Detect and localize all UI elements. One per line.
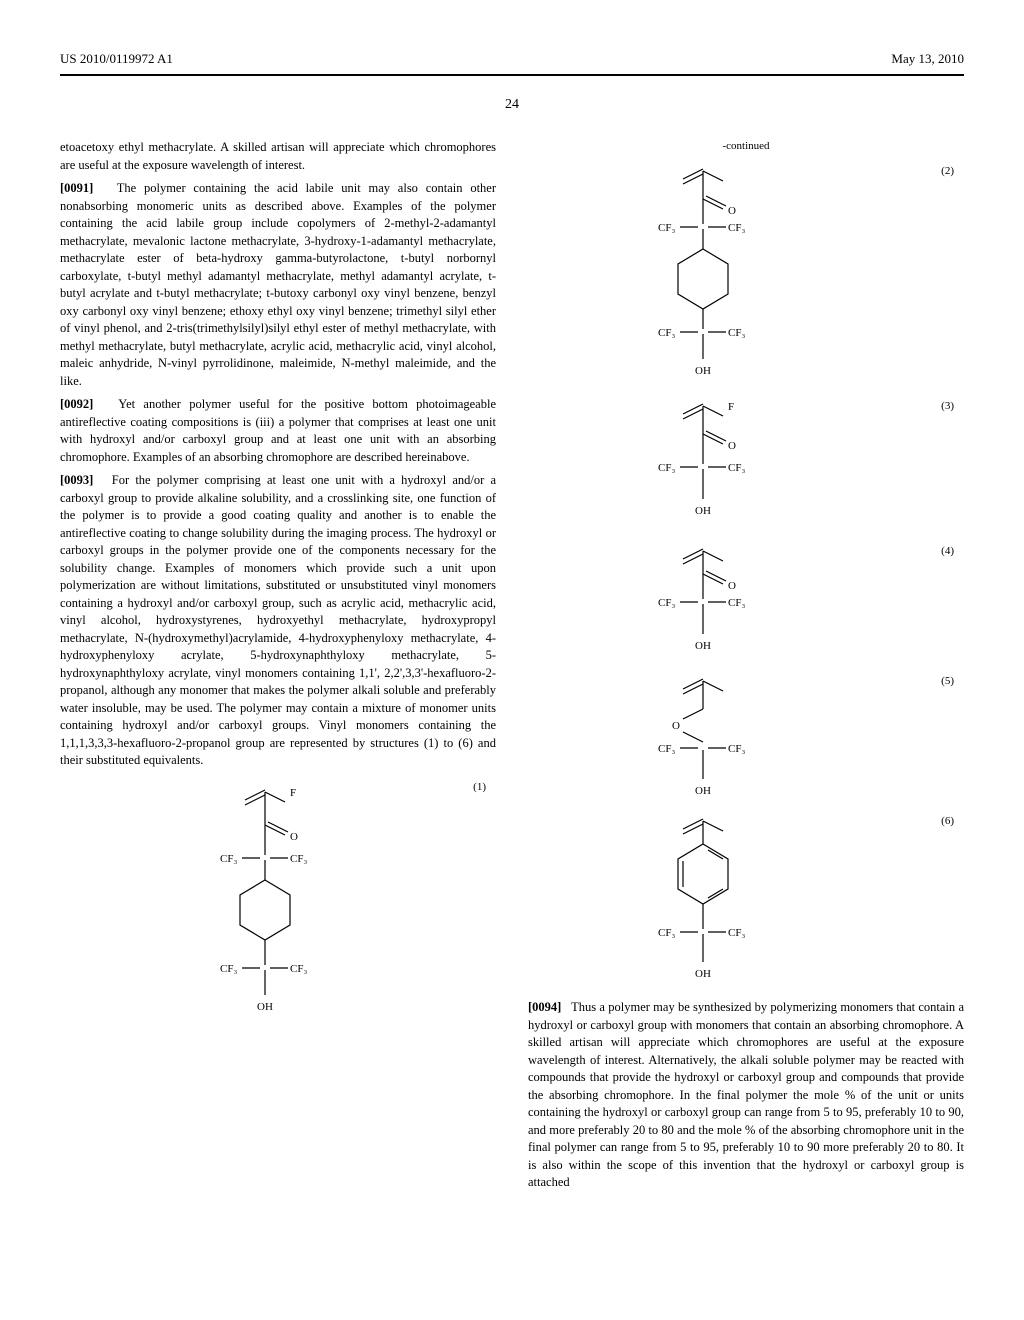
svg-text:CF₃: CF₃ (728, 927, 745, 939)
svg-text:CF₃: CF₃ (658, 743, 675, 755)
svg-text:CF₃: CF₃ (728, 597, 745, 609)
page-number: 24 (60, 96, 964, 115)
continued-label: -continued (528, 139, 964, 154)
para-num-0094: [0094] (528, 1000, 561, 1014)
paragraph-0091: [0091] The polymer containing the acid l… (60, 180, 496, 390)
para-text-0094: Thus a polymer may be synthesized by pol… (528, 1000, 964, 1189)
svg-text:CF₃: CF₃ (728, 327, 745, 339)
svg-text:CF₃: CF₃ (728, 222, 745, 234)
para-num-0091: [0091] (60, 181, 93, 195)
svg-text:CF₃: CF₃ (728, 462, 745, 474)
chem-svg-1: F O CF₃ CF₃ CF₃ (60, 780, 500, 1040)
para-num-0093: [0093] (60, 473, 93, 487)
chem-svg-4: O CF₃ CF₃ OH (528, 544, 968, 664)
page-header: US 2010/0119972 A1 May 13, 2010 (60, 50, 964, 68)
publication-date: May 13, 2010 (891, 50, 964, 68)
svg-text:O: O (290, 831, 298, 843)
structure-label-2: (2) (941, 164, 954, 179)
para-num-0092: [0092] (60, 397, 93, 411)
chem-svg-2: O CF₃ CF₃ CF₃ CF₃ OH (528, 164, 968, 389)
svg-text:CF₃: CF₃ (220, 853, 237, 865)
chem-structure-3: (3) F O CF₃ CF₃ OH (528, 399, 964, 534)
svg-text:OH: OH (695, 365, 711, 377)
right-column: -continued (2) O CF₃ CF₃ CF₃ (528, 139, 964, 1197)
chem-structure-5: (5) O CF₃ CF₃ OH (528, 674, 964, 804)
svg-text:O: O (728, 205, 736, 217)
chem-svg-6: CF₃ CF₃ OH (528, 814, 968, 989)
publication-number: US 2010/0119972 A1 (60, 50, 173, 68)
structure-label-4: (4) (941, 544, 954, 559)
svg-text:O: O (728, 440, 736, 452)
left-column: etoacetoxy ethyl methacrylate. A skilled… (60, 139, 496, 1197)
svg-text:OH: OH (257, 1001, 273, 1013)
svg-text:OH: OH (695, 968, 711, 980)
svg-text:F: F (728, 401, 734, 413)
header-rule (60, 74, 964, 76)
chem-structure-1: (1) F O CF₃ (60, 780, 496, 1040)
svg-text:CF₃: CF₃ (728, 743, 745, 755)
paragraph-0094: [0094] Thus a polymer may be synthesized… (528, 999, 964, 1192)
svg-text:O: O (672, 720, 680, 732)
svg-text:CF₃: CF₃ (290, 963, 307, 975)
svg-text:CF₃: CF₃ (220, 963, 237, 975)
svg-text:CF₃: CF₃ (658, 597, 675, 609)
svg-text:CF₃: CF₃ (658, 462, 675, 474)
structure-label-5: (5) (941, 674, 954, 689)
para-text-0091: The polymer containing the acid labile u… (60, 181, 496, 388)
chem-structure-4: (4) O CF₃ CF₃ OH (528, 544, 964, 664)
svg-text:OH: OH (695, 505, 711, 517)
svg-text:CF₃: CF₃ (290, 853, 307, 865)
paragraph-0093: [0093] For the polymer comprising at lea… (60, 472, 496, 770)
chem-structure-6: (6) CF₃ CF₃ OH (528, 814, 964, 989)
structure-label-6: (6) (941, 814, 954, 829)
svg-text:F: F (290, 787, 296, 799)
paragraph-0092: [0092] Yet another polymer useful for th… (60, 396, 496, 466)
chem-svg-3: F O CF₃ CF₃ OH (528, 399, 968, 534)
structure-label-3: (3) (941, 399, 954, 414)
svg-text:CF₃: CF₃ (658, 927, 675, 939)
svg-text:CF₃: CF₃ (658, 327, 675, 339)
svg-text:CF₃: CF₃ (658, 222, 675, 234)
svg-text:O: O (728, 580, 736, 592)
chem-structure-2: (2) O CF₃ CF₃ CF₃ CF₃ (528, 164, 964, 389)
svg-text:OH: OH (695, 640, 711, 652)
para-text-0092: Yet another polymer useful for the posit… (60, 397, 496, 464)
two-column-layout: etoacetoxy ethyl methacrylate. A skilled… (60, 139, 964, 1197)
svg-text:OH: OH (695, 785, 711, 797)
structure-label-1: (1) (473, 780, 486, 795)
lead-in-paragraph: etoacetoxy ethyl methacrylate. A skilled… (60, 139, 496, 174)
chem-svg-5: O CF₃ CF₃ OH (528, 674, 968, 804)
para-text-0093: For the polymer comprising at least one … (60, 473, 496, 767)
